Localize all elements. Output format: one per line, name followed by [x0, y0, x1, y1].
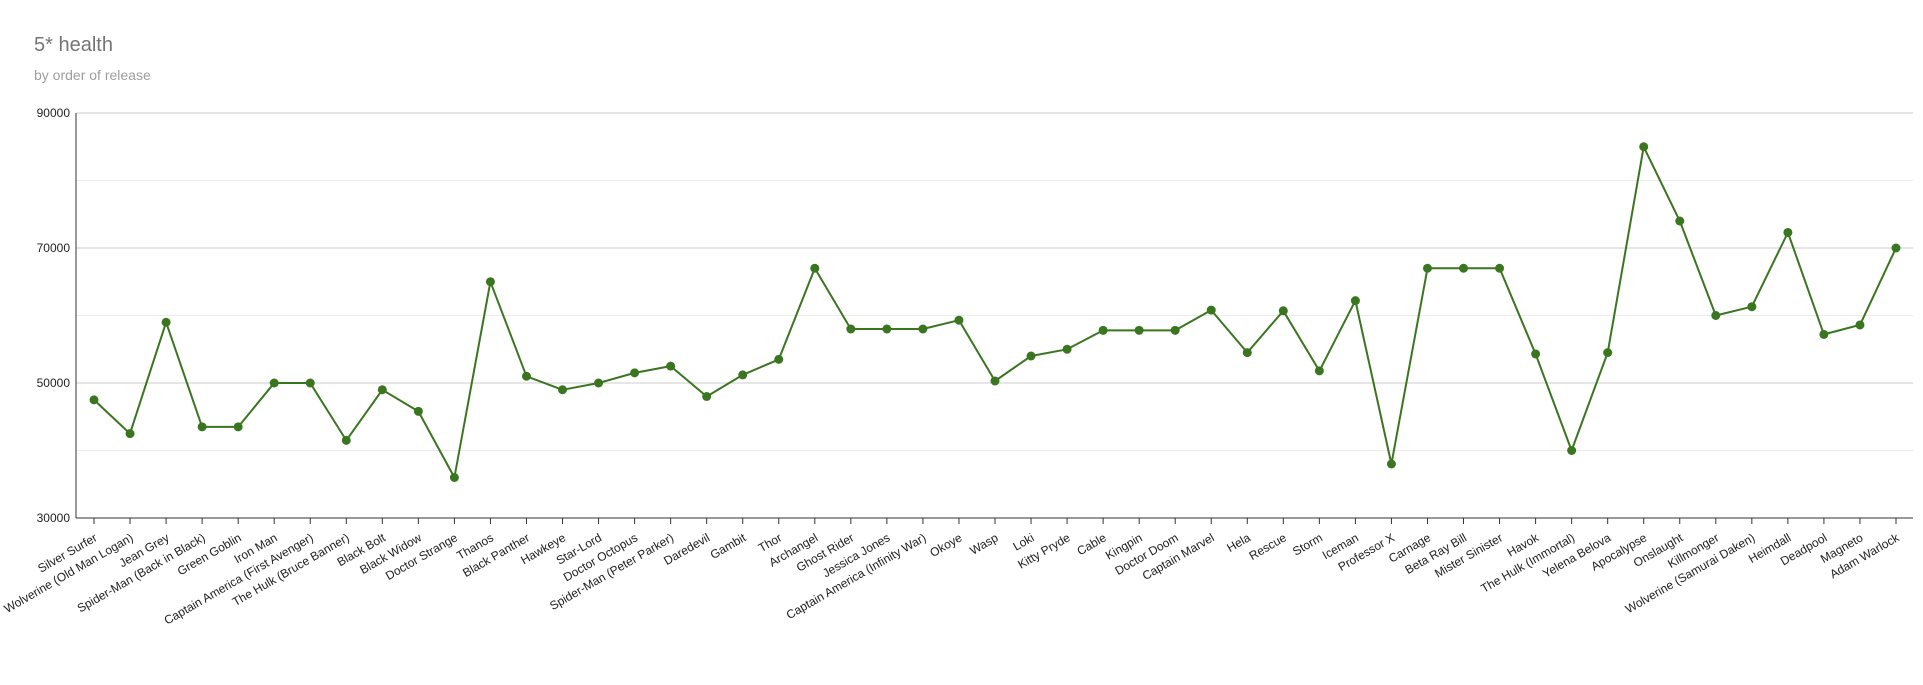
data-point[interactable] [846, 324, 856, 334]
data-point[interactable] [1819, 329, 1829, 339]
y-tick-label: 90000 [37, 106, 71, 120]
y-tick-label: 70000 [37, 241, 71, 255]
data-point[interactable] [1350, 296, 1360, 306]
data-point[interactable] [1675, 216, 1685, 226]
data-point[interactable] [990, 376, 1000, 386]
data-point[interactable] [197, 422, 207, 432]
x-tick-label: Okoye [927, 530, 964, 560]
data-point[interactable] [89, 395, 99, 405]
data-point[interactable] [269, 378, 279, 388]
data-point[interactable] [702, 392, 712, 401]
series-line [93, 145, 1897, 479]
data-point[interactable] [413, 406, 423, 416]
x-tick-label: Gambit [708, 530, 749, 562]
data-point[interactable] [1062, 344, 1072, 354]
data-point[interactable] [918, 324, 928, 334]
data-point[interactable] [521, 371, 531, 381]
data-point[interactable] [1422, 263, 1432, 273]
x-tick-label: Wasp [967, 530, 1000, 557]
x-tick-label: Storm [1290, 530, 1325, 558]
grid-layer [76, 112, 1913, 519]
x-tick-label: Cable [1074, 530, 1108, 558]
data-point[interactable] [1747, 302, 1757, 312]
data-point[interactable] [1386, 459, 1396, 469]
y-tick-label: 50000 [37, 376, 71, 390]
data-point[interactable] [1603, 348, 1613, 358]
data-point[interactable] [1711, 311, 1721, 320]
data-point[interactable] [666, 361, 676, 371]
x-tick-label: Rescue [1247, 530, 1290, 563]
data-point[interactable] [377, 385, 387, 395]
data-point[interactable] [1891, 243, 1901, 253]
data-point[interactable] [1495, 263, 1505, 273]
data-point[interactable] [1026, 351, 1036, 361]
chart-title: 5* health [34, 34, 113, 56]
data-point[interactable] [1098, 325, 1108, 335]
data-point[interactable] [449, 473, 459, 482]
data-point[interactable] [125, 429, 135, 439]
data-point[interactable] [341, 435, 351, 445]
data-point[interactable] [594, 378, 604, 388]
data-point[interactable] [774, 354, 784, 364]
data-point[interactable] [1170, 325, 1180, 335]
data-point[interactable] [1134, 325, 1144, 335]
data-point[interactable] [1278, 306, 1288, 316]
data-point[interactable] [1242, 348, 1252, 358]
chart-subtitle: by order of release [34, 67, 151, 83]
data-point[interactable] [1531, 349, 1541, 359]
data-point[interactable] [1206, 305, 1216, 315]
series-layer [89, 142, 1901, 482]
data-point[interactable] [954, 315, 964, 325]
y-tick-label: 30000 [37, 511, 71, 525]
data-point[interactable] [161, 317, 171, 327]
data-point[interactable] [558, 385, 568, 395]
data-point[interactable] [810, 263, 820, 273]
data-point[interactable] [1855, 320, 1865, 330]
data-point[interactable] [233, 422, 243, 432]
data-point[interactable] [1567, 446, 1577, 455]
axis-layer [75, 113, 1913, 524]
data-point[interactable] [738, 370, 748, 380]
data-point[interactable] [1459, 263, 1469, 273]
data-point[interactable] [882, 324, 892, 334]
data-point[interactable] [1639, 142, 1649, 152]
data-point[interactable] [1314, 366, 1324, 376]
data-point[interactable] [630, 368, 640, 378]
data-point[interactable] [305, 378, 315, 388]
data-point[interactable] [485, 277, 495, 287]
data-point[interactable] [1783, 227, 1793, 237]
y-tick-labels: 30000 50000 70000 90000 [37, 106, 71, 525]
